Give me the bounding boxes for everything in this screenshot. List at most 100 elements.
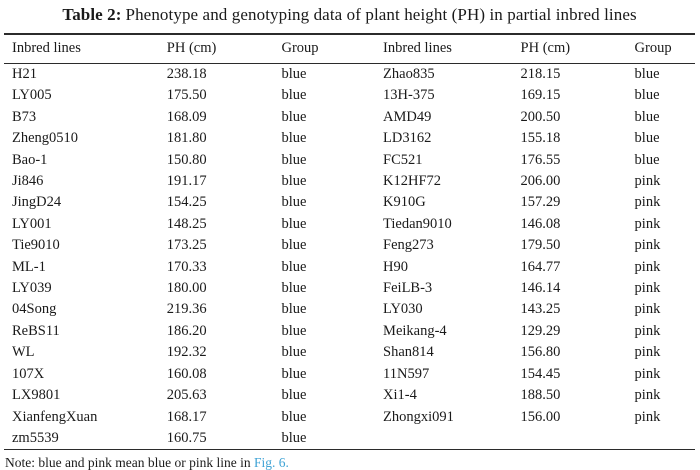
group-cell: pink [634,258,661,275]
inbred-line-cell: 04Song [12,301,57,318]
ph-cell: 157.29 [520,194,561,211]
table-row: Zheng0510 181.80 blue LD3162 155.18 blue [4,128,695,149]
ph-cell: 150.80 [166,151,207,168]
table-row: Ji846 191.17 blue K12HF72 206.00 pink [4,171,695,192]
inbred-line-cell: AMD49 [383,108,432,125]
table-row: LY039 180.00 blue FeiLB-3 146.14 pink [4,278,695,299]
ph-cell: 146.08 [520,215,561,232]
inbred-line-cell: Feng273 [383,237,434,254]
table-row: B73 168.09 blue AMD49 200.50 blue [4,107,695,128]
inbred-line-cell: FeiLB-3 [383,280,433,297]
table-body: H21 238.18 blue Zhao835 218.15 blue LY005 175.5… [4,64,695,450]
group-cell: blue [281,215,307,232]
group-cell [627,428,695,450]
fig6-link[interactable]: Fig. 6. [253,455,289,470]
ph-cell: 219.36 [166,301,207,318]
inbred-line-cell: Xi1-4 [383,387,417,404]
group-cell: blue [281,280,307,297]
inbred-line-cell: 11N597 [383,365,430,382]
ph-cell: 168.09 [166,108,207,125]
inbred-line-cell: B73 [12,108,37,125]
inbred-line-cell: XianfengXuan [12,408,98,425]
col-header-inbred-lines-right: Inbred lines [375,34,513,64]
ph-cell: 179.50 [520,237,561,254]
inbred-line-cell: Bao-1 [12,151,48,168]
col-header-ph-left: PH (cm) [158,34,274,64]
inbred-line-cell: LY005 [12,87,52,104]
group-cell: blue [281,322,307,339]
ph-cell: 169.15 [520,87,561,104]
group-cell: blue [634,130,660,147]
inbred-line-cell [375,428,513,450]
group-cell: pink [634,194,661,211]
inbred-line-cell: Meikang-4 [383,322,447,339]
table-row: Bao-1 150.80 blue FC521 176.55 blue [4,150,695,171]
ph-cell: 188.50 [520,387,561,404]
group-cell: blue [281,408,307,425]
table-row: LY005 175.50 blue 13H-375 169.15 blue [4,85,695,106]
inbred-line-cell: 107X [12,365,45,382]
group-cell: pink [634,408,661,425]
inbred-line-cell: K910G [383,194,426,211]
col-header-ph-right: PH (cm) [512,34,627,64]
inbred-line-cell: LY001 [12,215,52,232]
ph-cell [513,428,627,450]
group-cell: blue [281,237,307,254]
group-cell: blue [281,130,307,147]
ph-cell: 176.55 [520,151,561,168]
note-text: Note: blue and pink mean blue or pink li… [5,455,254,470]
inbred-line-cell: ReBS11 [12,322,60,339]
inbred-line-cell: Tie9010 [12,237,60,254]
table-row: Tie9010 173.25 blue Feng273 179.50 pink [4,235,695,256]
group-cell: blue [281,429,307,446]
inbred-line-cell: JingD24 [12,194,62,211]
ph-cell: 173.25 [166,237,207,254]
table-caption: Table 2: Phenotype and genotyping data of… [4,4,695,26]
table-row: JingD24 154.25 blue K910G 157.29 pink [4,192,695,213]
group-cell: blue [281,173,307,190]
ph-cell: 175.50 [166,87,207,104]
group-cell: blue [281,66,307,82]
group-cell: blue [281,258,307,275]
ph-cell: 148.25 [166,215,207,232]
table-row: WL 192.32 blue Shan814 156.80 pink [4,342,695,363]
inbred-line-cell: K12HF72 [383,173,442,190]
col-header-inbred-lines-left: Inbred lines [4,34,159,64]
table-row: ReBS11 186.20 blue Meikang-4 129.29 pink [4,321,695,342]
inbred-line-cell: Zhongxi091 [383,408,454,425]
table-caption-text: Phenotype and genotyping data of plant h… [125,5,637,24]
inbred-line-cell: WL [12,344,35,361]
ph-cell: 238.18 [166,66,207,82]
col-header-group-right: Group [626,34,695,64]
table-row: XianfengXuan 168.17 blue Zhongxi091 156.00 pi… [4,407,695,428]
group-cell: pink [634,344,661,361]
table-row: LX9801 205.63 blue Xi1-4 188.50 pink [4,385,695,406]
inbred-line-cell: 13H-375 [383,87,435,104]
phenotype-genotype-table: Inbred lines PH (cm) Group Inbred lines … [4,33,695,451]
group-cell: blue [281,108,307,125]
ph-cell: 180.00 [166,280,207,297]
table-caption-label: Table 2: [62,5,122,24]
group-cell: blue [281,301,307,318]
ph-cell: 168.17 [166,408,207,425]
group-cell: blue [281,151,307,168]
inbred-line-cell: ML-1 [12,258,46,275]
group-cell: pink [634,365,661,382]
group-cell: pink [634,301,661,318]
group-cell: pink [634,237,661,254]
ph-cell: 200.50 [520,108,561,125]
ph-cell: 170.33 [166,258,207,275]
inbred-line-cell: Tiedan9010 [383,215,452,232]
inbred-line-cell: Shan814 [383,344,434,361]
ph-cell: 181.80 [166,130,207,147]
ph-cell: 164.77 [520,258,561,275]
group-cell: pink [634,173,661,190]
group-cell: blue [281,365,307,382]
col-header-group-left: Group [273,34,376,64]
group-cell: blue [634,66,660,82]
group-cell: pink [634,387,661,404]
group-cell: blue [634,108,660,125]
table-head: Inbred lines PH (cm) Group Inbred lines … [4,34,695,64]
table-row: ML-1 170.33 blue H90 164.77 pink [4,257,695,278]
